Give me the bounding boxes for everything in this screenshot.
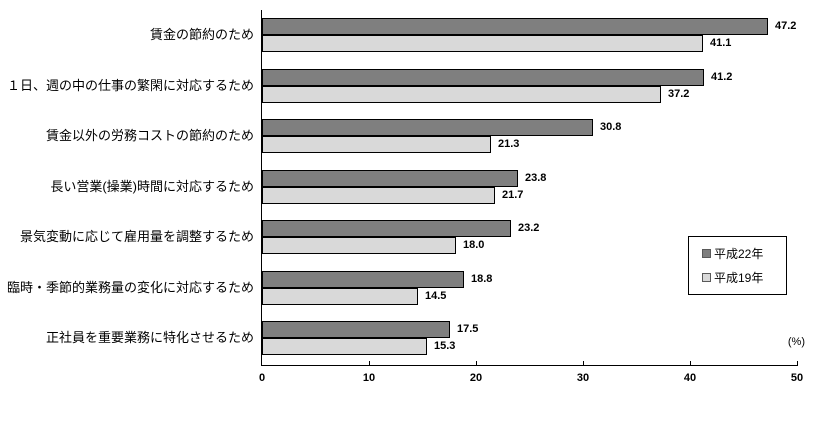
value-label: 18.0 bbox=[463, 239, 485, 251]
legend-swatch-h22 bbox=[702, 248, 711, 258]
value-label: 14.5 bbox=[425, 289, 447, 302]
bar-h19 bbox=[262, 186, 495, 204]
value-label: 15.3 bbox=[434, 340, 456, 352]
legend-label-h22: 平成22年 bbox=[714, 246, 764, 261]
x-axis-tick-label: 20 bbox=[469, 372, 483, 384]
legend: 平成22年 平成19年 bbox=[688, 236, 787, 295]
value-label: 18.8 bbox=[471, 272, 493, 285]
value-label: 41.1 bbox=[710, 37, 732, 49]
bar-h22 bbox=[262, 169, 518, 187]
x-axis-tick-label: 50 bbox=[790, 372, 804, 384]
value-label: 21.3 bbox=[498, 138, 520, 150]
bar-h19 bbox=[262, 136, 491, 153]
legend-item-h19: 平成19年 bbox=[702, 269, 786, 286]
x-axis-tick bbox=[797, 361, 798, 365]
axis-unit-label: (%) bbox=[787, 336, 805, 348]
x-axis-tick-label: 10 bbox=[362, 372, 376, 384]
x-axis-tick-label: 40 bbox=[683, 372, 697, 384]
value-label: 23.2 bbox=[518, 222, 540, 234]
x-axis-tick-label: 30 bbox=[576, 372, 590, 384]
x-axis-line bbox=[261, 365, 798, 366]
category-label: 臨時・季節的業務量の変化に対応するため bbox=[6, 279, 254, 295]
bar-h19 bbox=[262, 237, 456, 254]
bar-h22 bbox=[262, 68, 704, 86]
bar-h19 bbox=[262, 35, 703, 52]
bar-h22 bbox=[262, 220, 511, 237]
x-axis-tick bbox=[476, 361, 477, 365]
bar-h19 bbox=[262, 85, 661, 103]
x-axis-tick bbox=[690, 361, 691, 365]
category-label: 正社員を重要業務に特化させるため bbox=[45, 330, 254, 345]
legend-item-h22: 平成22年 bbox=[702, 245, 786, 262]
value-label: 37.2 bbox=[668, 87, 690, 100]
category-label: １日、週の中の仕事の繁閑に対応するため bbox=[6, 77, 254, 93]
bar-h22 bbox=[262, 321, 450, 338]
category-label: 賃金以外の労務コストの節約のため bbox=[45, 128, 254, 143]
x-axis-tick-label: 0 bbox=[258, 372, 266, 384]
bar-h22 bbox=[262, 119, 593, 136]
value-label: 23.8 bbox=[525, 171, 547, 184]
category-label: 景気変動に応じて雇用量を調整するため bbox=[19, 229, 254, 244]
legend-label-h19: 平成19年 bbox=[714, 271, 764, 286]
bar-h19 bbox=[262, 287, 418, 305]
x-axis-tick bbox=[369, 361, 370, 365]
bar-h22 bbox=[262, 270, 464, 288]
category-label: 賃金の節約のため bbox=[149, 27, 254, 42]
value-label: 17.5 bbox=[457, 323, 479, 335]
value-label: 30.8 bbox=[600, 121, 622, 133]
value-label: 41.2 bbox=[711, 70, 733, 83]
value-label: 21.7 bbox=[502, 188, 524, 201]
value-label: 47.2 bbox=[775, 20, 797, 32]
x-axis-tick bbox=[583, 361, 584, 365]
y-axis-line bbox=[261, 10, 262, 366]
bar-h19 bbox=[262, 338, 427, 355]
legend-swatch-h19 bbox=[702, 273, 711, 283]
category-label: 長い営業(操業)時間に対応するため bbox=[50, 178, 254, 194]
bar-h22 bbox=[262, 18, 768, 35]
